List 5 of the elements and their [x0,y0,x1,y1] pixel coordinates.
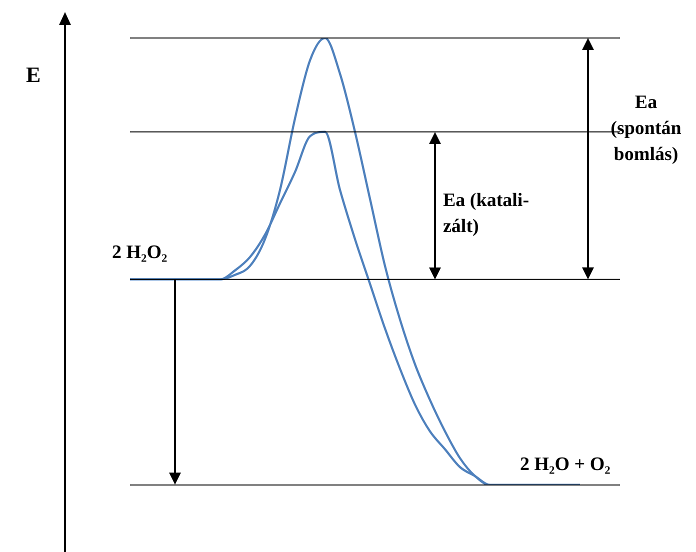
text: Ea (spontán bomlás) [610,91,682,167]
y-axis-title: E [26,62,41,88]
annotation: 2 H₂O + O₂ [520,453,612,477]
annotation: Ea (katali-zált) [443,189,530,239]
annotation: 2 H₂O₂ [112,241,168,265]
